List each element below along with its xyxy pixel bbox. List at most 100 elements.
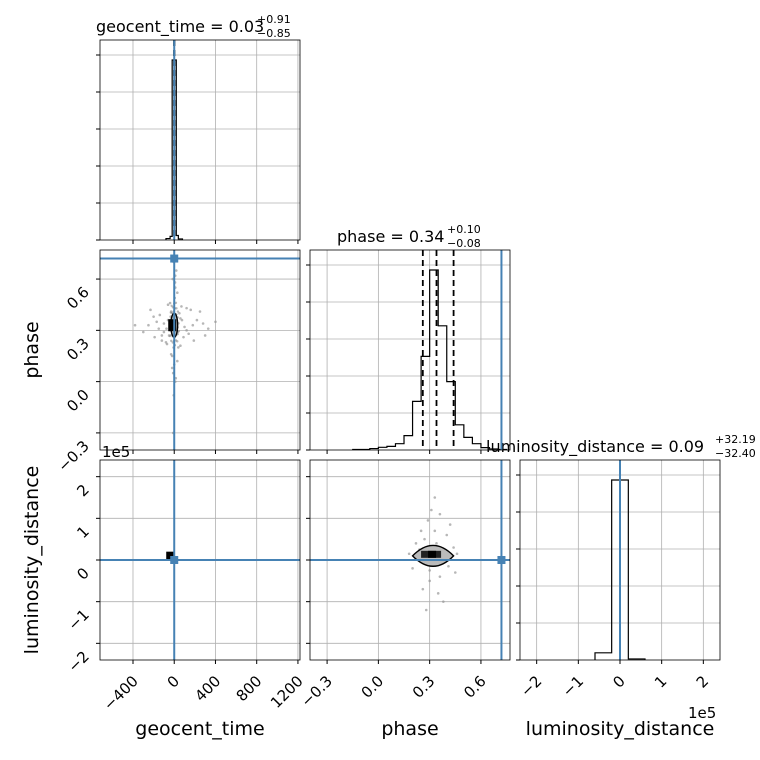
scatter-point <box>166 303 170 307</box>
scatter-point <box>149 308 152 312</box>
truth-marker <box>170 254 179 263</box>
xlabel-geocent-time: geocent_time <box>135 718 264 740</box>
scatter-point <box>152 315 155 318</box>
x-tick-label-phase: 0.0 <box>358 672 388 702</box>
panel-frame <box>309 459 511 661</box>
xlabel-luminosity-distance: luminosity_distance <box>526 718 715 740</box>
scatter-point <box>174 269 178 272</box>
truth-marker <box>170 556 179 564</box>
scatter-point <box>170 304 173 308</box>
x-tick-label-phase: −0.3 <box>297 672 335 710</box>
y-tick-label-phase: 0.3 <box>63 334 93 364</box>
y-tick-label-luminosity-distance: 0 <box>73 564 92 583</box>
scatter-point <box>160 339 164 342</box>
x-tick-label-geocent-time: 1200 <box>267 672 307 712</box>
scatter-point <box>180 305 183 308</box>
scatter-point <box>442 600 445 603</box>
x-tick-label-luminosity-distance: −1 <box>559 672 587 700</box>
scatter-point <box>133 323 137 327</box>
panel-frame <box>99 459 301 661</box>
scatter-point <box>165 327 168 330</box>
scatter-point <box>203 334 207 337</box>
title-luminosity-distance-minus: −32.40 <box>715 447 756 460</box>
scatter-point <box>198 310 202 313</box>
scatter-point <box>176 340 179 343</box>
truth-marker <box>497 556 506 564</box>
scatter-point <box>192 339 196 342</box>
scatter-point <box>447 564 450 568</box>
x-tick-label-luminosity-distance: −2 <box>517 672 545 700</box>
scatter-point <box>174 301 178 305</box>
scatter-point <box>182 335 185 339</box>
scatter-point <box>187 332 190 336</box>
histogram-step-phase <box>352 269 508 450</box>
scatter-point <box>214 320 217 324</box>
panel-frame <box>99 39 301 241</box>
x-tick-label-phase: 0.6 <box>460 672 490 702</box>
scatter-point <box>453 571 457 574</box>
scatter-point <box>438 512 442 516</box>
y-tick-label-luminosity-distance: 1 <box>73 522 92 541</box>
scatter-point <box>147 323 150 327</box>
scatter-point <box>157 327 161 330</box>
scatter-point <box>176 291 179 295</box>
scatter-point <box>206 327 210 330</box>
scatter-point <box>428 569 431 572</box>
title-phase-main: phase = 0.34 <box>337 227 444 246</box>
scatter-point <box>183 325 186 329</box>
panel-hist-phase <box>306 249 511 454</box>
scatter-point <box>407 552 411 556</box>
scatter-point <box>175 307 178 310</box>
scatter-point <box>433 496 437 499</box>
title-geocent-time-minus: −0.85 <box>257 27 291 40</box>
scatter-point <box>430 508 433 512</box>
scatter-point <box>201 322 205 325</box>
panel-2d-luminosity-distance-vs-geocent-time <box>96 459 301 664</box>
x-tick-label-geocent-time: 400 <box>191 672 224 705</box>
panel-frame <box>99 249 301 451</box>
density-peak-core <box>428 550 437 558</box>
x-tick-label-luminosity-distance: 2 <box>693 672 712 691</box>
offset-label-bottom: 1e5 <box>688 704 716 722</box>
title-geocent-time: geocent_time = 0.03 +0.91 −0.85 <box>96 13 291 40</box>
title-luminosity-distance: luminosity_distance = 0.09 +32.19 −32.40 <box>486 433 756 460</box>
scatter-point <box>177 346 180 349</box>
x-tick-label-geocent-time: −400 <box>100 672 142 714</box>
y-tick-label-phase: −0.3 <box>54 437 92 475</box>
scatter-point <box>414 542 418 545</box>
scatter-point <box>436 592 440 595</box>
scatter-point <box>185 306 188 310</box>
x-tick-label-luminosity-distance: 1 <box>651 672 670 691</box>
panel-hist-luminosity-distance <box>516 459 721 664</box>
xlabel-phase: phase <box>381 718 438 740</box>
scatter-point <box>424 608 428 612</box>
scatter-point <box>426 519 430 522</box>
scatter-point <box>452 546 455 549</box>
scatter-point <box>423 537 426 541</box>
scatter-point <box>165 342 169 346</box>
panel-2d-luminosity-distance-vs-phase <box>306 459 511 664</box>
scatter-point <box>168 334 172 338</box>
scatter-point <box>169 311 173 314</box>
scatter-point <box>179 317 182 320</box>
panel-frame <box>519 459 721 661</box>
scatter-point <box>178 311 181 315</box>
scatter-point <box>438 575 442 578</box>
scatter-point <box>445 533 449 537</box>
y-tick-label-phase: 0.0 <box>63 386 93 416</box>
scatter-point <box>455 552 459 556</box>
x-tick-label-phase: 0.3 <box>409 672 439 702</box>
scatter-point <box>168 301 172 305</box>
title-phase-minus: −0.08 <box>447 237 481 250</box>
title-luminosity-distance-main: luminosity_distance = 0.09 <box>486 437 704 457</box>
y-tick-label-phase: 0.6 <box>63 283 93 313</box>
scatter-point <box>162 322 166 325</box>
title-phase-plus: +0.10 <box>447 223 481 236</box>
x-tick-label-geocent-time: 0 <box>164 672 183 691</box>
scatter-point <box>195 318 199 322</box>
plot-area <box>310 460 510 660</box>
title-phase: phase = 0.34 +0.10 −0.08 <box>337 223 481 250</box>
scatter-point <box>155 320 159 324</box>
scatter-point <box>180 318 184 322</box>
